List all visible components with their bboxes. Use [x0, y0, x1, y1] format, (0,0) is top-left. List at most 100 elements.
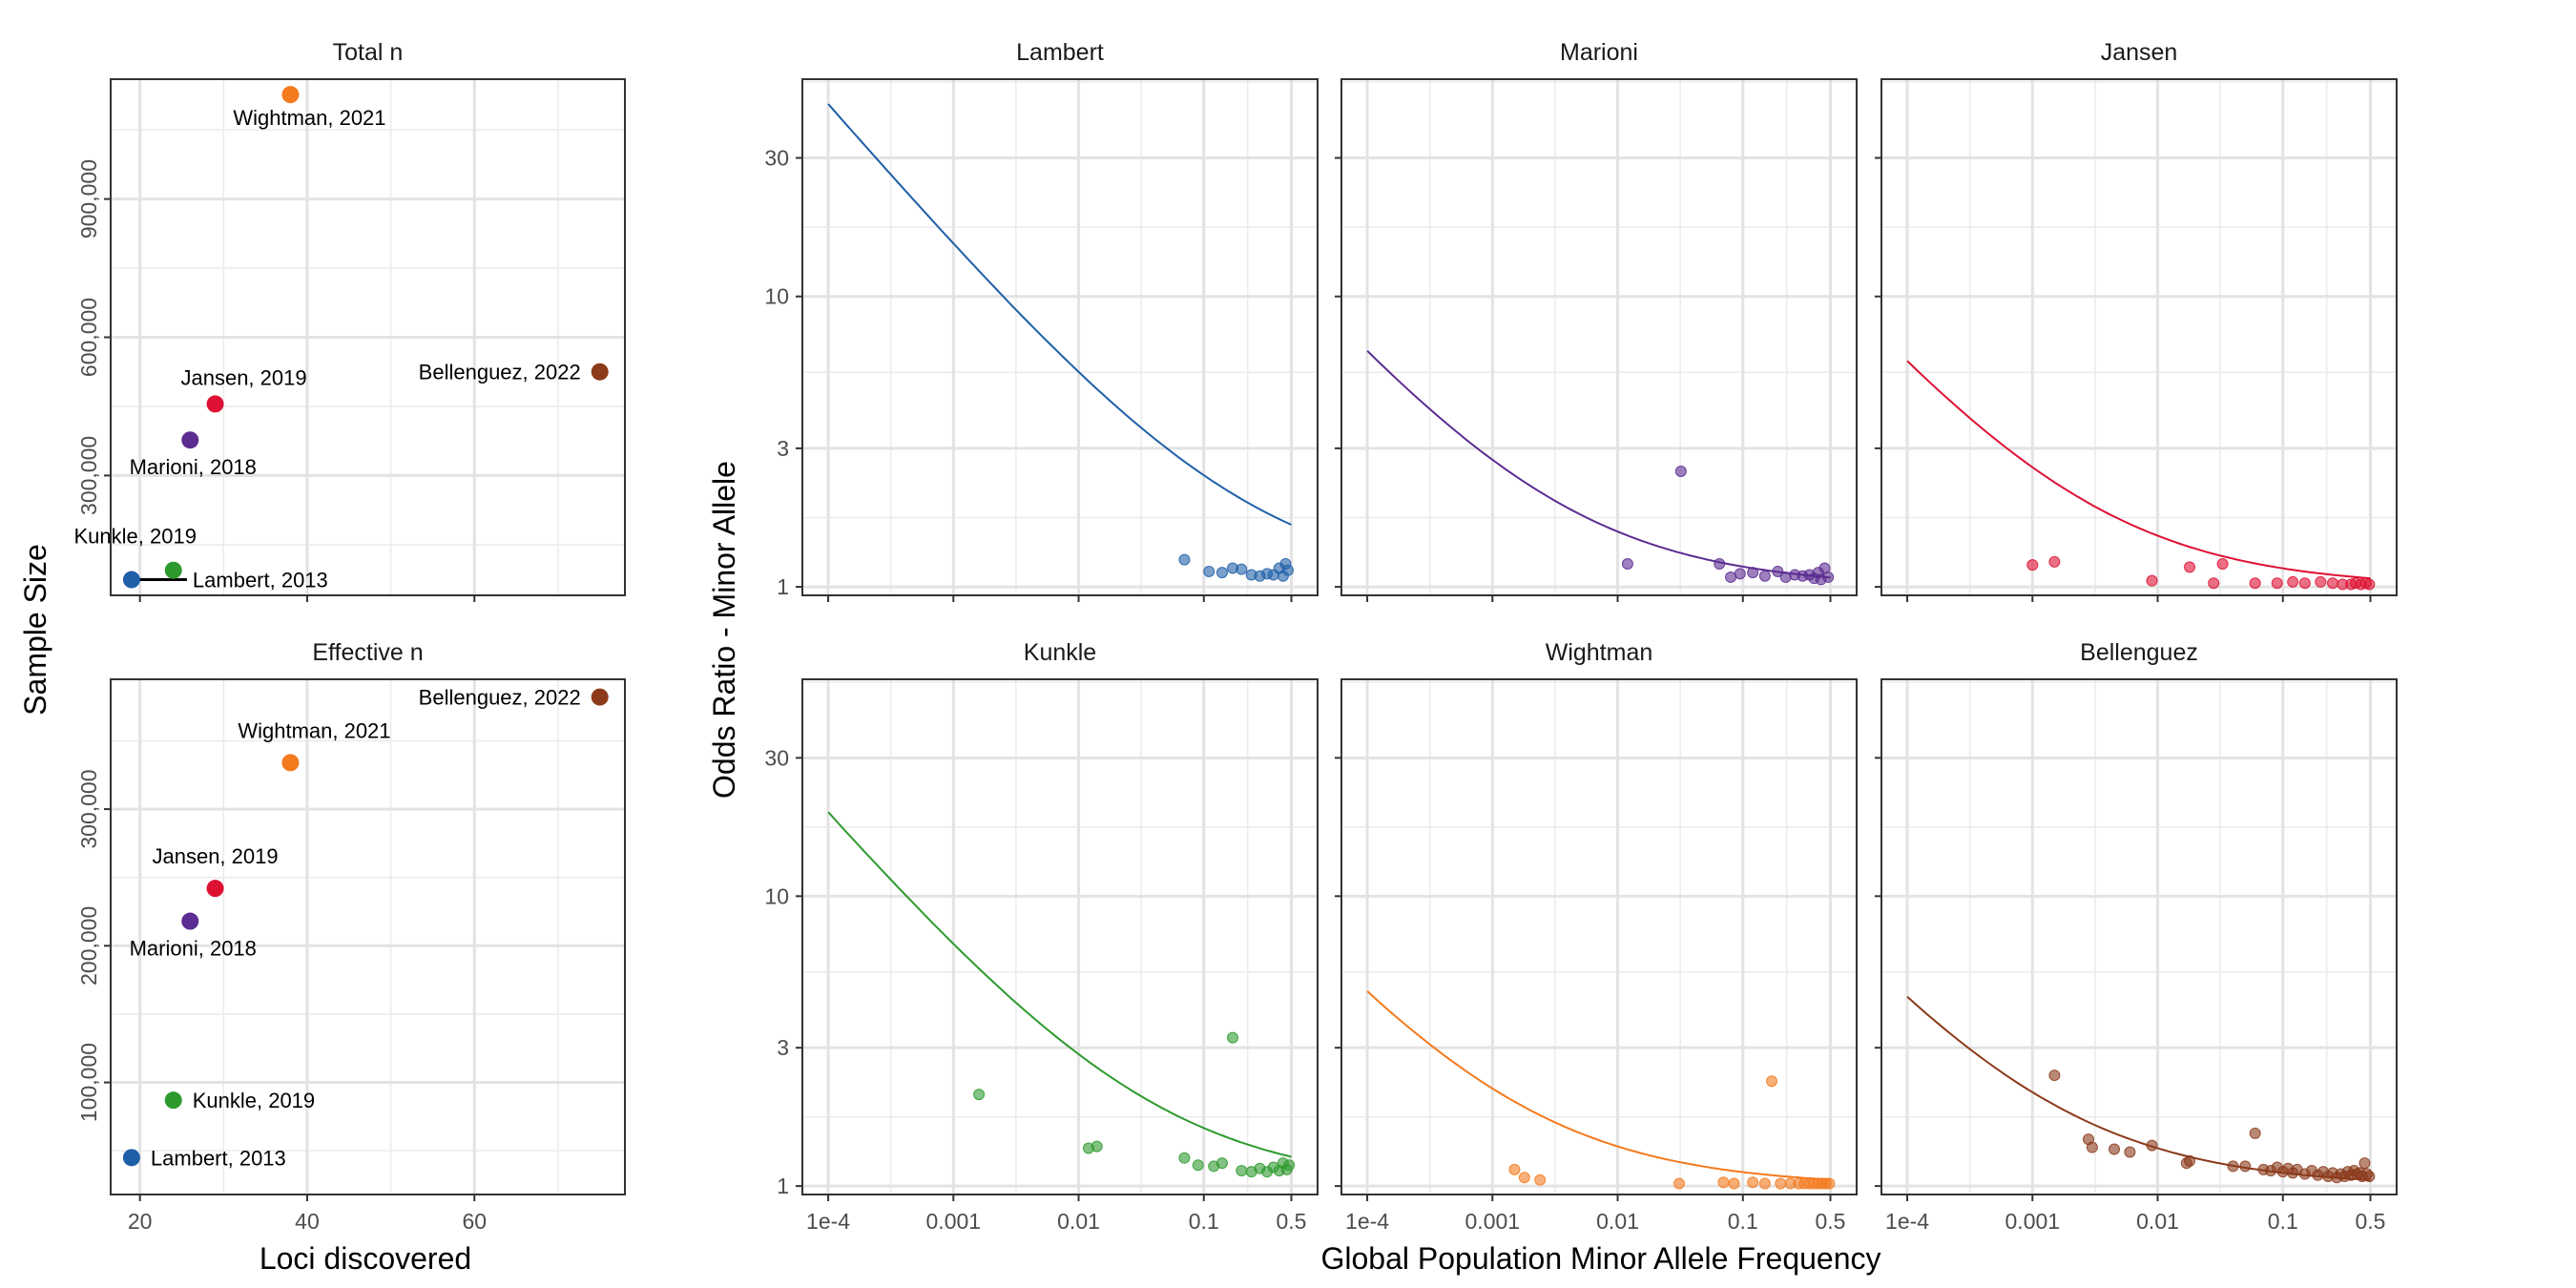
facet-title: Lambert [1016, 39, 1104, 66]
snp-point [1192, 1159, 1204, 1172]
facet-title: Bellenguez [2080, 639, 2198, 666]
point-label: Bellenguez, 2022 [419, 686, 581, 710]
panel-border [1340, 678, 1858, 1195]
point-label: Jansen, 2019 [152, 844, 278, 868]
snp-point [1673, 1177, 1686, 1190]
panel-background [802, 79, 1318, 595]
snp-point [2026, 559, 2039, 571]
y-tick-label: 300,000 [76, 770, 101, 849]
detection-curve [1366, 990, 1831, 1181]
facet-title: Kunkle [1024, 639, 1096, 666]
snp-point [1227, 1031, 1239, 1044]
y-tick-label: 30 [764, 146, 789, 171]
snp-point [2146, 574, 2158, 587]
snp-point [1728, 1177, 1740, 1190]
snp-point [1508, 1163, 1521, 1175]
snp-point [1747, 567, 1759, 579]
x-tick-label: 0.001 [2005, 1209, 2061, 1234]
snp-point [2363, 578, 2376, 591]
point-label: Jansen, 2019 [180, 365, 306, 389]
facet-jansen: Jansen [1875, 39, 2398, 602]
x-tick-label: 20 [128, 1209, 153, 1234]
point-bellenguez [591, 688, 609, 706]
y-tick-label: 30 [764, 745, 789, 770]
x-tick-label: 1e-4 [1345, 1209, 1389, 1234]
snp-point [2109, 1143, 2121, 1155]
panel-background [1881, 79, 2397, 595]
snp-point [1822, 571, 1835, 583]
snp-point [1775, 1177, 1787, 1190]
facet-title: Jansen [2101, 39, 2178, 66]
panel-border [801, 78, 1319, 596]
facet-wightman: 1e-4 0.001 0.01 0.1 0.5 Wightman [1335, 639, 1858, 1234]
point-marioni [181, 912, 199, 930]
point-bellenguez [591, 363, 609, 381]
snp-point [1772, 565, 1784, 577]
x-tick-label: 0.1 [1189, 1209, 1219, 1234]
point-label: Lambert, 2013 [193, 569, 328, 592]
point-label: Lambert, 2013 [151, 1146, 286, 1170]
x-tick-label: 0.01 [2136, 1209, 2179, 1234]
panel-border [1340, 78, 1858, 596]
snp-point [2086, 1141, 2098, 1153]
x-tick-label: 0.01 [1057, 1209, 1100, 1234]
panel-border [1880, 78, 2398, 596]
snp-point [1621, 558, 1633, 571]
snp-point [1236, 563, 1248, 575]
point-kunkle [164, 1091, 182, 1110]
point-label: Marioni, 2018 [130, 455, 257, 479]
snp-point [1674, 465, 1687, 477]
x-tick-label: 0.5 [2356, 1209, 2386, 1234]
point-lambert [122, 1149, 140, 1167]
y-tick-label: 900,000 [76, 159, 101, 239]
snp-point [2298, 577, 2311, 590]
snp-point [1534, 1174, 1547, 1186]
snp-point [1091, 1140, 1103, 1153]
point-label: Wightman, 2021 [238, 718, 390, 742]
y-tick-label: 100,000 [76, 1043, 101, 1122]
x-tick-label: 0.001 [1465, 1209, 1521, 1234]
snp-point [1747, 1176, 1759, 1189]
facet-marioni: Marioni [1335, 39, 1858, 602]
y-tick-label: 600,000 [76, 298, 101, 377]
snp-point [2208, 577, 2220, 590]
point-label: Kunkle, 2019 [193, 1089, 315, 1112]
panel-background [111, 679, 625, 1195]
panel-border [110, 678, 626, 1195]
facet-title: Wightman [1546, 639, 1653, 666]
facet-title: Marioni [1560, 39, 1638, 66]
panel-background [1881, 679, 2397, 1195]
facet-title: Effective n [312, 639, 423, 666]
x-tick-label: 40 [295, 1209, 320, 1234]
snp-point [1203, 565, 1215, 577]
x-tick-label: 0.1 [1728, 1209, 1758, 1234]
panel-border [110, 78, 626, 596]
snp-point [2358, 1157, 2371, 1170]
right-y-axis-title: Odds Ratio - Minor Allele [707, 461, 741, 799]
snp-point [2315, 575, 2327, 588]
snp-point [2048, 1070, 2061, 1082]
snp-point [1766, 1075, 1778, 1088]
y-tick-label: 3 [777, 436, 789, 461]
panel-border [1880, 678, 2398, 1195]
facet-total-n: 300,000 600,000 900,000 Total n Wightman, 20… [74, 39, 626, 602]
facet-lambert: 1 3 10 30 Lambert [764, 39, 1319, 602]
snp-point [1758, 570, 1771, 582]
detection-curve [1906, 360, 2371, 580]
point-lambert [122, 571, 140, 589]
point-label: Marioni, 2018 [130, 937, 257, 961]
x-tick-label: 1e-4 [1885, 1209, 1929, 1234]
snp-point [2239, 1160, 2252, 1173]
snp-point [2227, 1160, 2239, 1173]
panel-background [802, 679, 1318, 1195]
snp-point [2363, 1170, 2376, 1182]
detection-curve [827, 103, 1292, 526]
y-tick-label: 1 [777, 1174, 789, 1198]
snp-point [2249, 1127, 2261, 1139]
x-tick-label: 1e-4 [806, 1209, 850, 1234]
snp-point [2184, 561, 2196, 573]
x-tick-label: 60 [462, 1209, 487, 1234]
y-tick-label: 3 [777, 1035, 789, 1060]
y-tick-label: 200,000 [76, 906, 101, 986]
left-x-axis-title: Loci discovered [260, 1241, 471, 1276]
